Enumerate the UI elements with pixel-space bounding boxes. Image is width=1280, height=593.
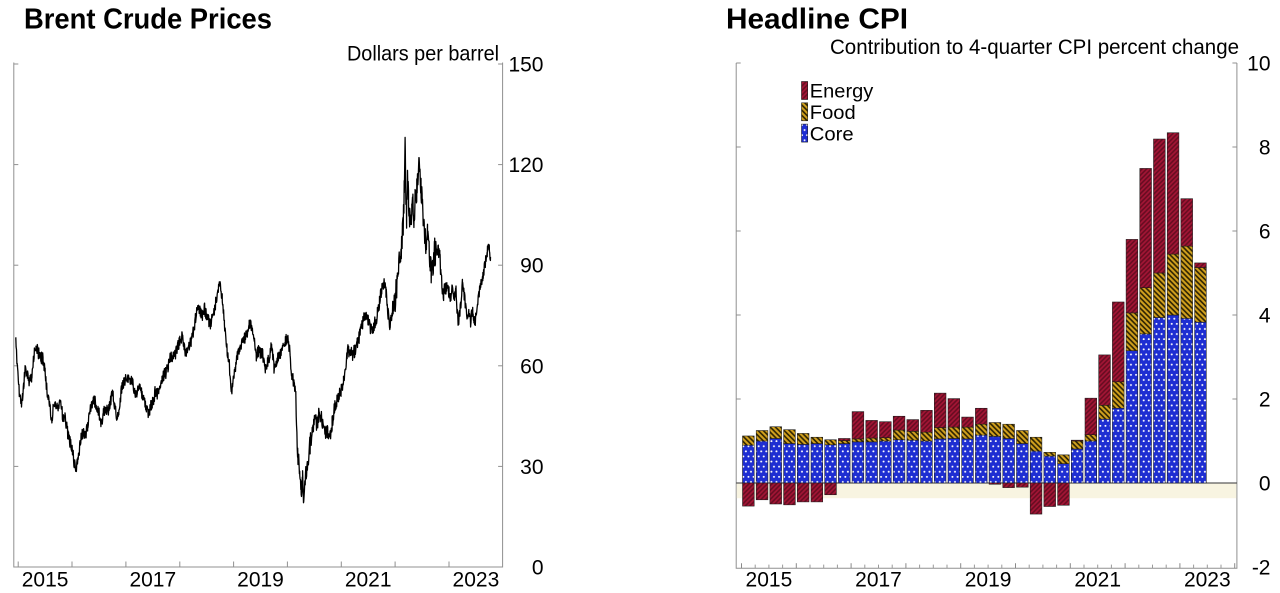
svg-text:Headline CPI: Headline CPI — [726, 3, 908, 35]
svg-text:150: 150 — [508, 54, 543, 77]
svg-text:8: 8 — [1259, 137, 1271, 160]
svg-text:0: 0 — [1259, 473, 1271, 496]
svg-text:2023: 2023 — [453, 568, 500, 591]
svg-text:2019: 2019 — [237, 568, 284, 591]
svg-text:-2: -2 — [1252, 557, 1271, 580]
svg-text:30: 30 — [520, 456, 543, 479]
svg-text:2023: 2023 — [1184, 568, 1231, 591]
svg-text:0: 0 — [532, 557, 544, 580]
svg-text:2015: 2015 — [746, 568, 793, 591]
svg-text:2015: 2015 — [22, 568, 69, 591]
svg-text:10: 10 — [1247, 53, 1270, 76]
svg-text:2019: 2019 — [965, 568, 1012, 591]
svg-text:Contribution to 4-quarter CPI: Contribution to 4-quarter CPI percent ch… — [830, 36, 1239, 59]
svg-text:60: 60 — [520, 355, 543, 378]
svg-text:2: 2 — [1259, 389, 1271, 412]
svg-text:90: 90 — [520, 255, 543, 278]
svg-text:2017: 2017 — [129, 568, 176, 591]
svg-text:2021: 2021 — [345, 568, 392, 591]
svg-text:2021: 2021 — [1074, 568, 1121, 591]
svg-text:4: 4 — [1259, 305, 1271, 328]
svg-text:Core: Core — [810, 124, 854, 146]
svg-text:Food: Food — [810, 102, 856, 124]
svg-text:120: 120 — [508, 154, 543, 177]
svg-text:6: 6 — [1259, 221, 1271, 244]
svg-text:Brent Crude Prices: Brent Crude Prices — [24, 3, 272, 35]
svg-text:Dollars per barrel: Dollars per barrel — [347, 42, 499, 65]
svg-text:2017: 2017 — [855, 568, 902, 591]
svg-text:Energy: Energy — [810, 81, 874, 103]
